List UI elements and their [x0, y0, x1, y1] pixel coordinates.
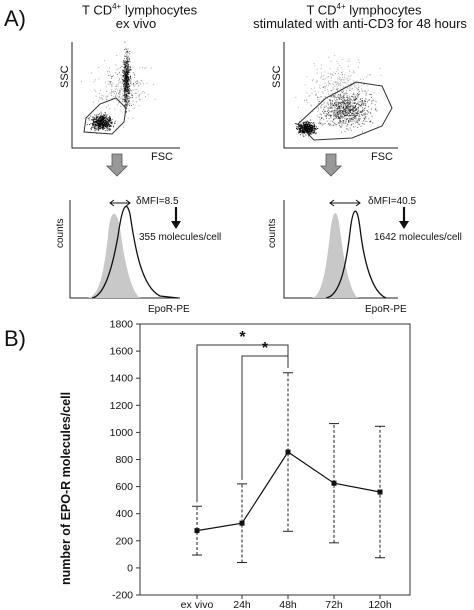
left-scatter-axes — [71, 42, 180, 149]
right-dmfi-arrow — [329, 199, 361, 207]
data-point — [285, 449, 291, 455]
left-molecules-label: 355 molecules/cell — [139, 232, 222, 243]
right-down-arrow — [320, 153, 342, 177]
y-tick-label: 0 — [127, 562, 133, 574]
significance-star: * — [239, 329, 246, 346]
y-tick-label: 600 — [115, 481, 133, 493]
y-tick-label: 1600 — [110, 346, 134, 358]
y-tick-label: 200 — [115, 535, 133, 547]
right-thin-arrow — [399, 207, 409, 229]
right-dmfi-label: δMFI=40.5 — [368, 196, 417, 207]
panel-a-graphics — [69, 41, 409, 299]
x-tick-label: ex vivo — [181, 599, 214, 610]
panel-b-letter: B) — [4, 326, 26, 351]
data-point — [194, 528, 200, 534]
data-point — [239, 520, 245, 526]
right-hist-isotype — [312, 213, 358, 298]
left-gate — [83, 97, 127, 135]
plot-frame — [139, 323, 411, 596]
right-epor-label: EpoR-PE — [365, 304, 407, 315]
right-fsc-label: FSC — [371, 151, 393, 163]
y-tick-label: -200 — [112, 590, 133, 602]
x-tick-label: 48h — [279, 599, 297, 610]
significance-bracket — [196, 344, 289, 503]
right-molecules-label: 1642 molecules/cell — [374, 232, 462, 243]
x-tick-label: 120h — [368, 599, 392, 610]
left-scatter-dots — [81, 41, 156, 134]
right-gate — [297, 81, 393, 141]
right-scatter-dots — [294, 55, 382, 137]
x-tick-label: 72h — [325, 599, 343, 610]
right-hist-axes — [283, 200, 398, 299]
y-tick-label: 1200 — [110, 400, 134, 412]
left-down-arrow — [106, 153, 128, 177]
left-title-line2: ex vivo — [115, 16, 157, 31]
right-title-line1: T CD4+ lymphocytes — [306, 2, 422, 18]
right-hist-epor — [325, 210, 387, 299]
left-dmfi-arrow — [109, 199, 131, 207]
significance-star: * — [262, 340, 269, 357]
left-thin-arrow — [171, 207, 181, 229]
data-point — [331, 480, 337, 486]
y-tick-label: 1400 — [110, 373, 134, 385]
y-tick-label: 800 — [115, 454, 133, 466]
left-title-line1: T CD4+ lymphocytes — [82, 2, 198, 18]
left-fsc-label: FSC — [151, 151, 173, 163]
panel-a-letter: A) — [4, 6, 26, 31]
left-epor-label: EpoR-PE — [148, 304, 190, 315]
x-tick-label: 24h — [233, 599, 251, 610]
left-dmfi-label: δMFI=8.5 — [136, 196, 179, 207]
significance-bracket — [241, 355, 289, 480]
right-title-line2: stimulated with anti-CD3 for 48 hours — [253, 16, 467, 31]
y-tick-label: 1000 — [110, 427, 134, 439]
left-hist-epor — [91, 205, 179, 299]
left-hist-axes — [69, 200, 180, 299]
data-point — [377, 489, 383, 495]
right-scatter-axes — [283, 42, 398, 149]
y-tick-label: 1800 — [110, 319, 134, 331]
y-tick-label: 400 — [115, 508, 133, 520]
